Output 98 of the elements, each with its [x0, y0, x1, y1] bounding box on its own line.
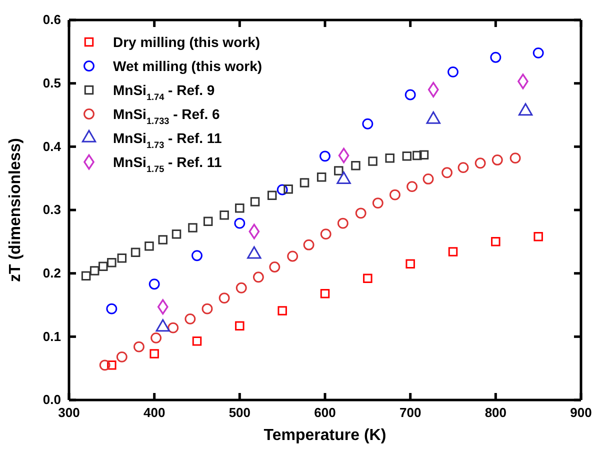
point — [300, 178, 310, 188]
point — [235, 203, 244, 213]
point — [184, 313, 196, 324]
x-tick-label: 700 — [399, 405, 422, 420]
y-tick-label: 0.2 — [42, 265, 61, 280]
point — [491, 237, 500, 246]
point — [458, 162, 469, 174]
point — [442, 167, 452, 178]
point — [203, 216, 213, 226]
point — [106, 303, 118, 314]
point — [172, 229, 182, 239]
point — [419, 150, 429, 160]
y-axis-title: zT (dimensionless) — [7, 138, 24, 282]
point — [368, 156, 378, 166]
point — [278, 306, 287, 316]
point — [157, 299, 168, 315]
point — [338, 148, 350, 164]
point — [234, 218, 246, 229]
point — [248, 224, 260, 240]
point — [192, 250, 202, 262]
point — [276, 184, 288, 196]
point — [534, 232, 543, 242]
x-tick-label: 800 — [484, 405, 507, 420]
point — [236, 282, 247, 294]
x-tick-label: 500 — [228, 405, 251, 420]
point — [117, 254, 127, 263]
legend-label: MnSi$_{1.75}$ - Ref. 11 — [113, 154, 222, 174]
point — [148, 278, 160, 290]
point — [510, 152, 521, 164]
point — [406, 259, 415, 268]
point — [192, 336, 202, 346]
point — [532, 47, 544, 58]
point — [412, 150, 422, 160]
point — [168, 322, 179, 334]
point — [235, 321, 244, 331]
point — [150, 332, 162, 344]
point — [320, 150, 330, 162]
point — [390, 189, 400, 200]
point — [363, 274, 372, 284]
legend-label: MnSi$_{1.73}$ - Ref. 11 — [113, 130, 222, 150]
point — [320, 288, 330, 298]
point — [337, 218, 348, 229]
point — [303, 239, 314, 250]
point — [250, 197, 260, 206]
point — [448, 66, 458, 78]
point — [406, 181, 418, 192]
point — [320, 228, 332, 240]
point — [150, 349, 159, 358]
point — [202, 303, 213, 314]
point — [372, 198, 384, 208]
point — [269, 262, 280, 272]
point — [362, 118, 374, 130]
point — [107, 360, 116, 370]
x-tick-label: 400 — [143, 405, 166, 420]
point — [490, 52, 502, 63]
point — [90, 266, 100, 276]
point — [188, 223, 198, 232]
legend-label: MnSi$_{1.733}$ - Ref. 6 — [113, 106, 220, 126]
point — [287, 250, 298, 262]
point — [284, 184, 293, 194]
point — [98, 262, 108, 271]
point — [334, 166, 344, 176]
legend-label: Wet milling (this work) — [113, 58, 262, 74]
y-tick-label: 0.1 — [42, 328, 61, 344]
x-tick-label: 900 — [570, 405, 592, 420]
point — [474, 158, 486, 169]
point — [385, 153, 394, 163]
x-axis-title: Temperature (K) — [264, 427, 386, 444]
y-tick-label: 0.0 — [42, 392, 61, 408]
point — [130, 248, 140, 258]
y-tick-label: 0.3 — [42, 202, 61, 218]
point — [116, 351, 128, 362]
y-tick-label: 0.4 — [42, 138, 62, 154]
point — [81, 271, 91, 280]
x-tick-label: 600 — [314, 405, 336, 420]
point — [144, 241, 154, 251]
point — [134, 341, 144, 352]
point — [351, 161, 360, 170]
point — [99, 360, 110, 371]
point — [158, 235, 168, 244]
point — [220, 210, 229, 220]
x-tick-label: 300 — [58, 405, 80, 420]
y-tick-label: 0.5 — [42, 75, 61, 90]
point — [492, 154, 503, 166]
point — [422, 174, 434, 184]
point — [428, 82, 439, 98]
point — [267, 190, 277, 200]
point — [448, 247, 458, 256]
point — [107, 258, 116, 268]
point — [316, 172, 326, 182]
point — [404, 89, 416, 100]
point — [355, 208, 366, 219]
point — [252, 272, 264, 283]
legend-label: MnSi$_{1.74}$ - Ref. 9 — [113, 82, 215, 102]
legend-label: Dry milling (this work) — [113, 34, 260, 50]
point — [402, 152, 412, 161]
point — [218, 292, 230, 304]
y-tick-label: 0.6 — [42, 12, 61, 28]
